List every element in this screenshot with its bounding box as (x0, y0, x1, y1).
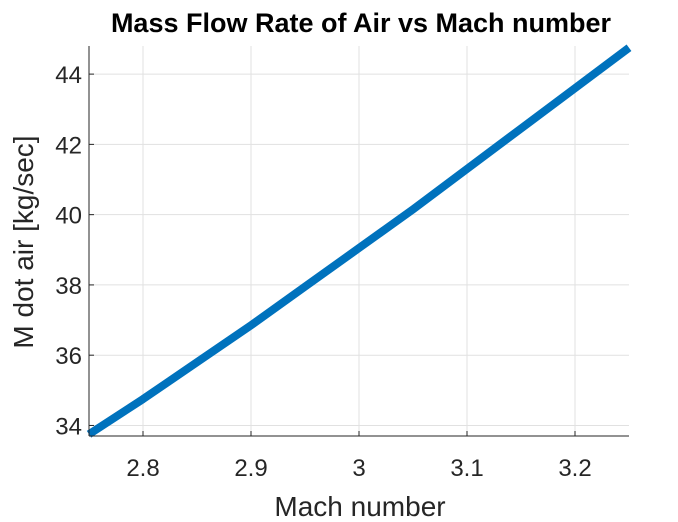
y-tick-label: 40 (55, 203, 82, 230)
x-tick-label: 3.1 (450, 455, 483, 482)
y-tick-label: 36 (55, 343, 82, 370)
axes (88, 46, 629, 437)
series-line (86, 44, 632, 438)
x-tick-label: 3.2 (558, 455, 591, 482)
y-tick-label: 34 (55, 413, 82, 440)
series-layer (86, 44, 632, 438)
y-tick-label: 44 (55, 62, 82, 89)
grid (89, 46, 629, 436)
x-tick-label: 3 (352, 455, 365, 482)
x-axis-label: Mach number (274, 491, 445, 522)
y-axis-label: M dot air [kg/sec] (8, 135, 39, 348)
y-tick-label: 38 (55, 273, 82, 300)
tick-labels: 2.8 2.9 3 3.1 3.2 34 36 38 40 42 44 (55, 62, 591, 482)
x-tick-label: 2.8 (126, 455, 159, 482)
x-tick-label: 2.9 (234, 455, 267, 482)
y-tick-label: 42 (55, 132, 82, 159)
chart-title: Mass Flow Rate of Air vs Mach number (111, 8, 612, 38)
